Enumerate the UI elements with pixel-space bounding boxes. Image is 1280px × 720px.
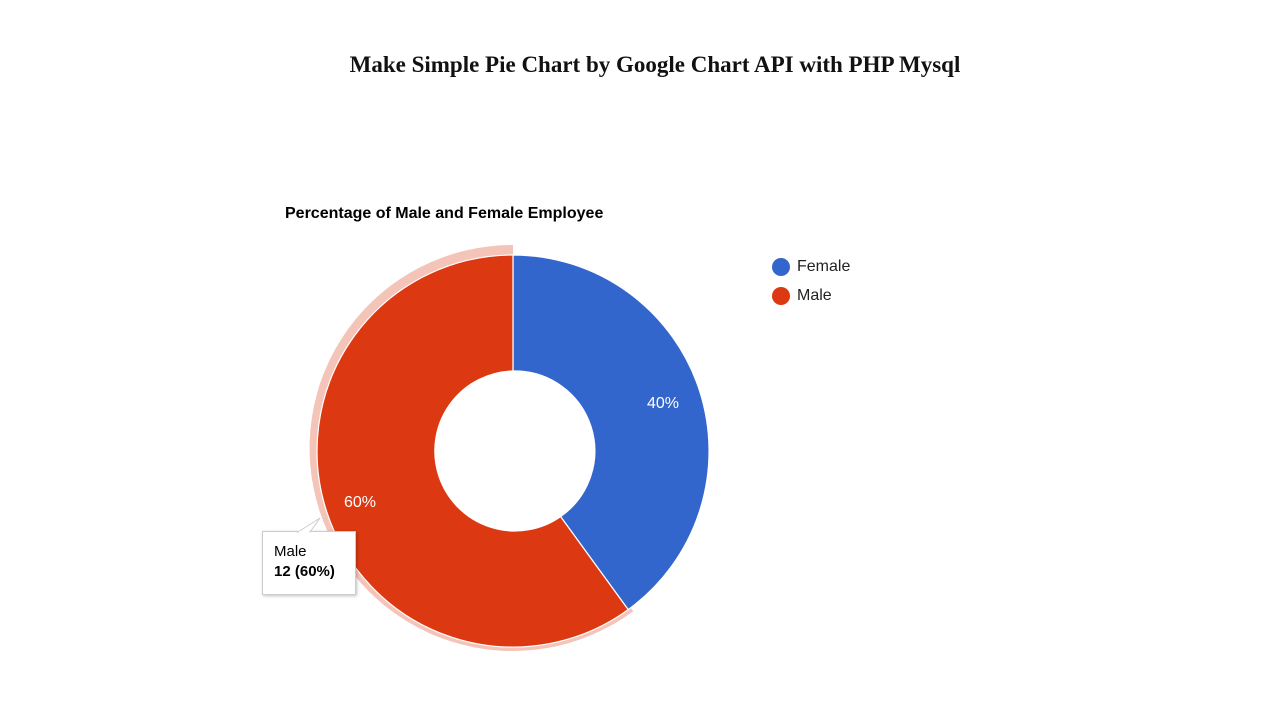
legend-item-female[interactable]: Female	[772, 252, 850, 281]
legend-label: Male	[797, 286, 832, 304]
legend-item-male[interactable]: Male	[772, 281, 850, 310]
male-slice[interactable]	[316, 254, 630, 648]
legend-label: Female	[797, 257, 851, 275]
tooltip-value: 12 (60%)	[274, 563, 335, 580]
female-slice-label: 40%	[647, 395, 679, 412]
chart-legend: Female Male	[772, 252, 850, 310]
chart-title: Percentage of Male and Female Employee	[285, 205, 604, 222]
female-slice[interactable]	[512, 254, 710, 611]
male-slice-label: 60%	[344, 494, 376, 511]
page-heading: Make Simple Pie Chart by Google Chart AP…	[349, 52, 961, 77]
tooltip-label: Male	[274, 543, 307, 560]
legend-dot-icon	[772, 286, 790, 305]
legend-dot-icon	[772, 257, 790, 276]
tooltip: Male 12 (60%)	[262, 531, 356, 595]
